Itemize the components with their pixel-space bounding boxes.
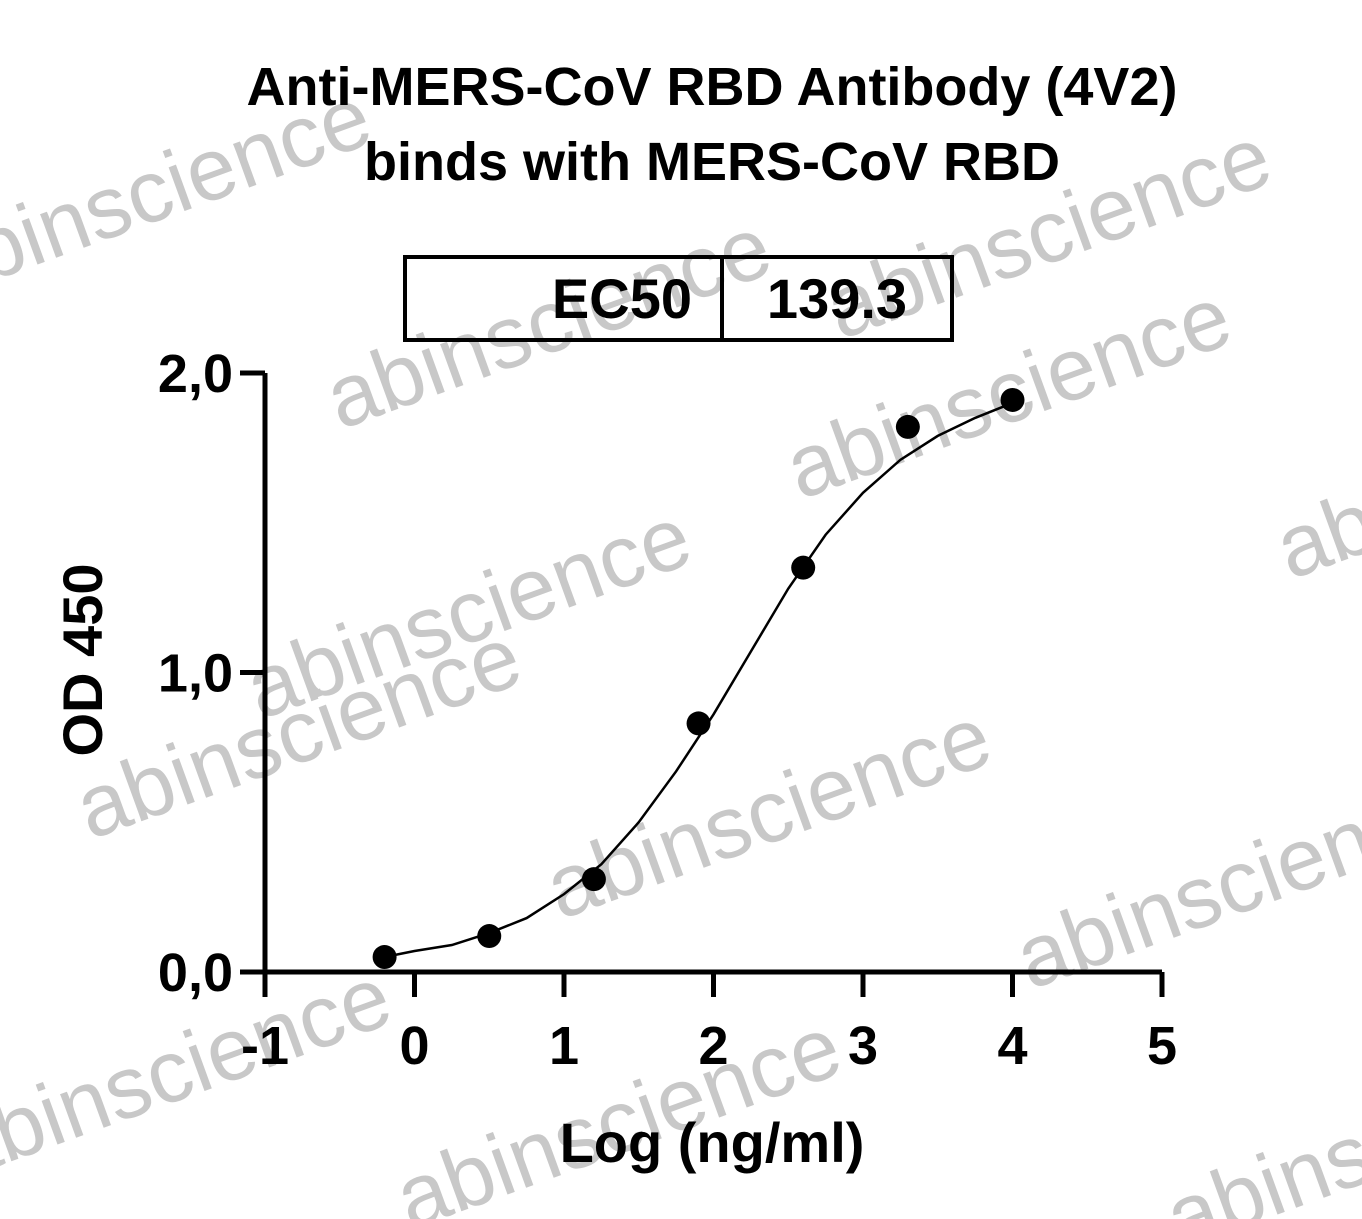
y-axis-label: OD 450: [51, 564, 114, 757]
ec50-box: [403, 255, 954, 342]
data-point: [895, 414, 920, 439]
x-tick-label: 2: [698, 1016, 728, 1076]
ec50-label: EC50: [552, 267, 692, 330]
x-tick-label: 1: [549, 1016, 579, 1076]
x-tick-label: -1: [241, 1016, 289, 1076]
chart-title: Anti-MERS-CoV RBD Antibody (4V2): [247, 57, 1178, 117]
x-tick-label: 0: [399, 1016, 429, 1076]
watermark: abinscience: [313, 196, 784, 448]
x-tick-label: 4: [997, 1016, 1027, 1076]
x-tick-label: 3: [848, 1016, 878, 1076]
chart-title: binds with MERS-CoV RBD: [364, 132, 1060, 192]
watermark: abinscience: [1263, 346, 1362, 598]
ec50-value: 139.3: [767, 267, 907, 330]
watermark: abinscience: [533, 686, 1004, 938]
x-axis-label: Log (ng/ml): [560, 1111, 865, 1174]
watermark: abinscience: [1153, 1016, 1362, 1219]
x-tick-label: 5: [1147, 1016, 1177, 1076]
y-tick-label: 2,0: [158, 344, 233, 404]
watermark: abinscience: [383, 996, 854, 1219]
fit-curve: [384, 401, 1013, 959]
y-tick-label: 0,0: [158, 943, 233, 1003]
data-point: [581, 867, 606, 892]
y-tick-label: 1,0: [158, 644, 233, 704]
data-point: [1000, 387, 1025, 412]
